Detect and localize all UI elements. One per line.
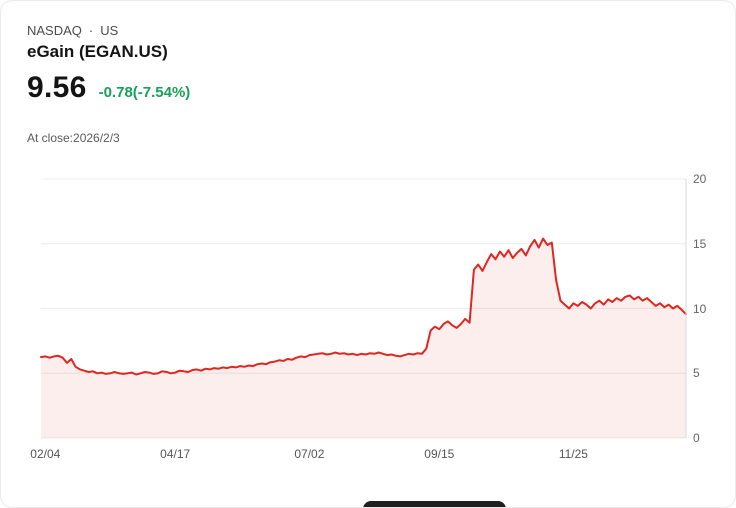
y-axis-tick-label: 0 (693, 431, 700, 445)
y-axis-tick-label: 10 (693, 301, 707, 316)
last-price: 9.56 (27, 71, 87, 104)
x-axis-tick-label: 02/04 (30, 447, 61, 461)
y-axis-tick-label: 5 (693, 366, 700, 381)
symbol-title: eGain (EGAN.US) (27, 42, 168, 61)
separator-dot: · (88, 23, 94, 38)
y-axis-tick-label: 15 (693, 236, 707, 251)
exchange-row: NASDAQ · US (27, 23, 118, 38)
price-change: -0.78(-7.54%) (98, 84, 191, 101)
price-area (41, 238, 686, 438)
exchange-label: NASDAQ (27, 23, 82, 38)
close-note: At close:2026/2/3 (27, 131, 120, 145)
y-axis-tick-label: 20 (693, 172, 707, 186)
price-chart[interactable] (40, 178, 687, 439)
x-axis-tick-label: 11/25 (558, 447, 588, 461)
x-axis-tick-label: 07/02 (294, 447, 325, 461)
y-axis-labels: 20 15 10 5 0 (693, 172, 727, 445)
x-axis-tick-label: 09/15 (424, 447, 455, 461)
price-line (40, 237, 687, 376)
chart-svg[interactable] (40, 178, 687, 439)
x-axis-labels: 02/04 04/17 07/02 09/15 11/25 (30, 447, 686, 463)
region-label: US (100, 23, 119, 38)
x-axis-tick-label: 04/17 (160, 447, 191, 461)
price-row: 9.56 -0.78(-7.54%) (27, 71, 190, 105)
floating-pill[interactable] (363, 501, 506, 507)
